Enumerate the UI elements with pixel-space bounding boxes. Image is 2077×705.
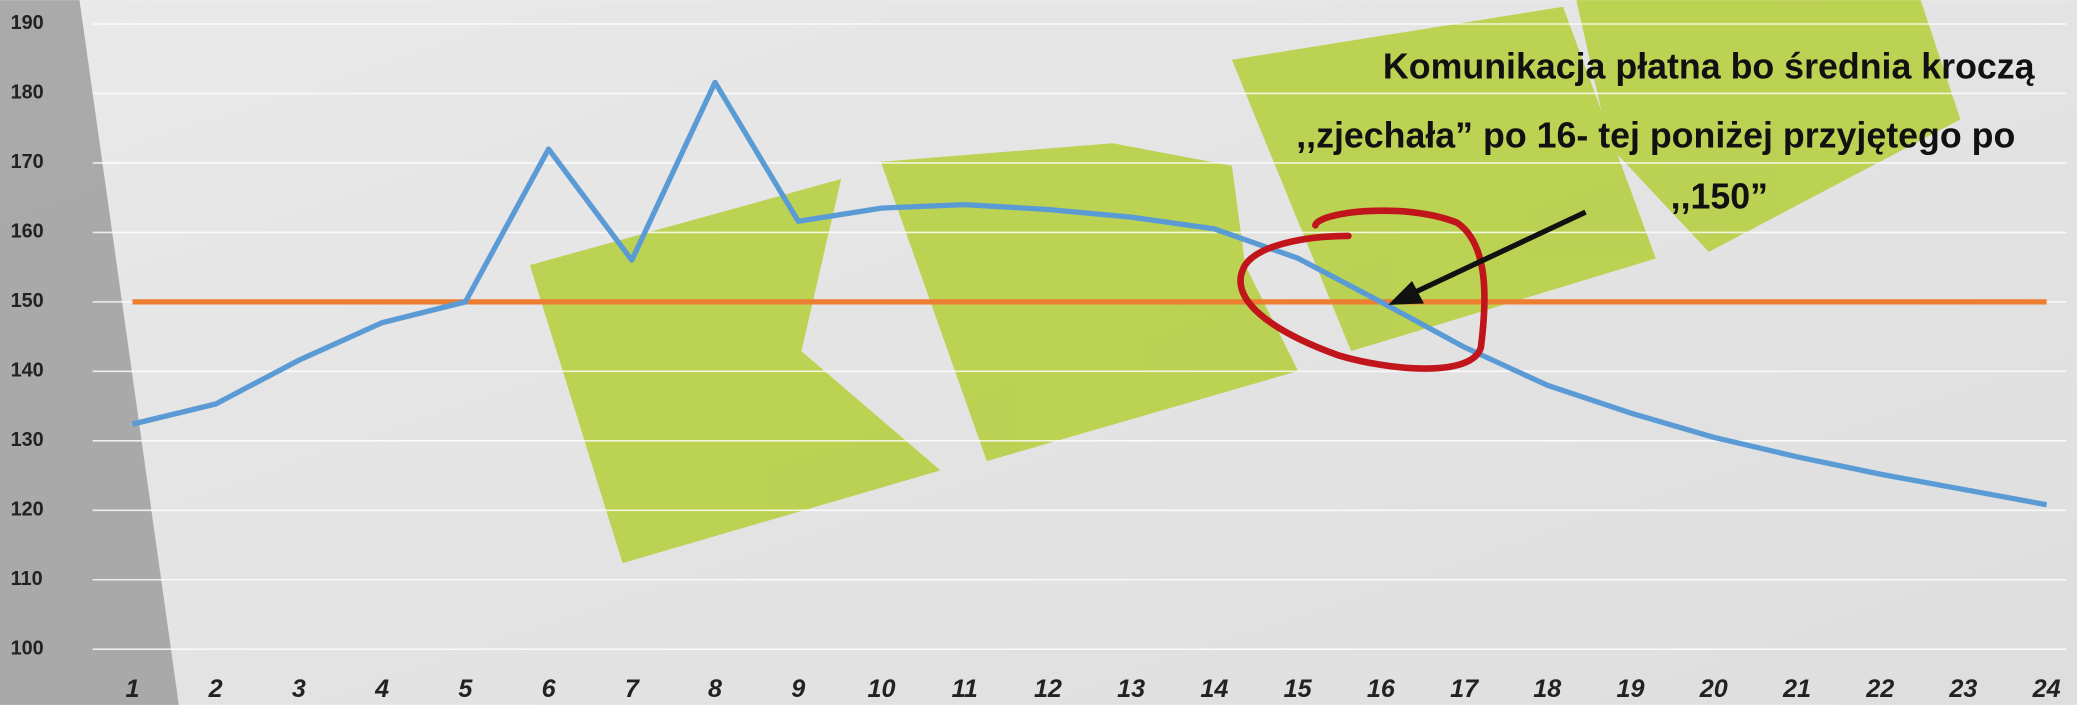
x-tick-label: 21 — [1782, 675, 1811, 703]
x-tick-label: 24 — [2032, 675, 2061, 703]
x-tick-label: 17 — [1450, 675, 1479, 703]
x-tick-label: 7 — [625, 675, 640, 703]
x-tick-label: 12 — [1034, 675, 1062, 703]
x-tick-label: 23 — [1948, 675, 1977, 703]
y-tick-label: 190 — [11, 12, 44, 34]
x-tick-label: 20 — [1699, 675, 1728, 703]
annotation: ,,150” — [1671, 176, 1768, 216]
x-tick-label: 6 — [542, 675, 557, 703]
x-tick-label: 3 — [292, 675, 306, 703]
y-tick-label: 160 — [11, 221, 44, 243]
y-tick-label: 180 — [11, 82, 44, 104]
x-tick-label: 10 — [868, 675, 896, 703]
x-tick-label: 22 — [1865, 675, 1894, 703]
shadow — [0, 0, 179, 705]
y-tick-label: 170 — [11, 151, 44, 173]
arrow — [1388, 209, 1587, 305]
y-tick-label: 140 — [11, 360, 44, 382]
x-tick-label: 19 — [1617, 675, 1645, 703]
x-tick-label: 16 — [1367, 675, 1396, 703]
x-tick-label: 8 — [708, 675, 722, 703]
x-tick-label: 1 — [125, 675, 139, 703]
y-tick-label: 110 — [11, 568, 43, 590]
y-tick-label: 150 — [11, 290, 44, 312]
y-tick-label: 120 — [11, 499, 44, 521]
x-tick-label: 14 — [1200, 675, 1228, 703]
circle-annotation — [1237, 207, 1488, 372]
y-tick-label: 100 — [11, 637, 44, 659]
x-tick-label: 13 — [1117, 675, 1145, 703]
x-tick-label: 18 — [1533, 675, 1561, 703]
x-tick-label: 4 — [374, 675, 389, 703]
x-tick-label: 2 — [208, 675, 223, 703]
annotation: ,,zjechała” po 16- tej poniżej przyjęteg… — [1296, 115, 2015, 155]
annotation: Komunikacja płatna bo średnia kroczą — [1383, 46, 2036, 86]
x-tick-label: 5 — [458, 675, 473, 703]
x-tick-label: 9 — [791, 675, 805, 703]
series-line — [131, 79, 2048, 508]
x-tick-label: 11 — [952, 675, 978, 703]
y-tick-label: 130 — [11, 429, 44, 451]
x-tick-label: 15 — [1284, 675, 1313, 703]
